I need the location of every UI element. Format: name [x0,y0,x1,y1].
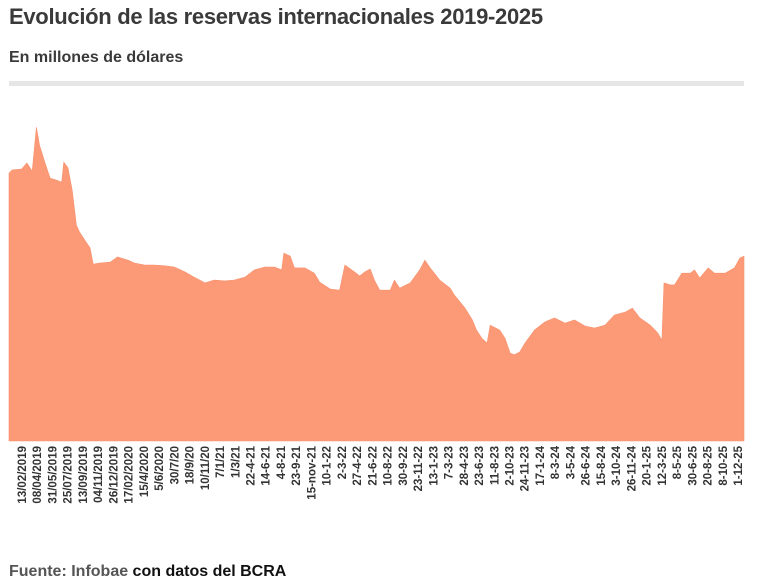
area-chart: 13/02/2019 08/04/2019 31/05/2019 25/07/2019… [8,127,745,504]
x-tick-label: 23-6-23 [474,446,486,486]
x-tick-label: 27-4-22 [352,446,364,486]
x-tick-label: 7/1/21 [215,445,227,478]
x-tick-label: 5/6/2020 [154,446,166,491]
x-tick-label: 4-8-21 [276,445,288,479]
x-tick-label: 30-6-25 [687,445,699,485]
x-tick-label: 30-9-22 [398,446,410,486]
x-tick-label: 26/12/2019 [108,446,120,504]
x-tick-label: 8-3-24 [550,445,562,479]
source-note: Fuente: Infobae con datos del BCRA [9,563,286,581]
x-tick-label: 21-6-22 [367,446,379,486]
x-tick-label: 25/07/2019 [63,446,75,504]
x-tick-label: 7-3-23 [444,446,456,479]
x-tick-label: 2-10-23 [505,446,517,486]
reserves-area [8,127,745,442]
x-tick-label: 08/04/2019 [32,446,44,504]
chart-title: Evolución de las reservas internacionale… [9,4,543,29]
x-tick-label: 11-8-23 [489,446,501,485]
x-tick-label: 15-nov-21 [306,445,318,499]
x-tick-label: 23-11-22 [413,446,425,491]
x-tick-label: 04/11/2019 [93,446,105,503]
x-tick-label: 28-4-23 [459,446,471,486]
x-tick-label: 13/02/2019 [17,446,29,504]
x-tick-label: 24-11-23 [520,446,532,491]
x-tick-label: 22-4-21 [246,445,258,485]
x-tick-label: 12-3-25 [657,445,669,485]
source-suffix: con datos del BCRA [128,563,287,580]
x-tick-label: 2-3-22 [337,446,349,479]
x-tick-label: 10-1-22 [322,446,334,486]
x-tick-label: 3-10-24 [611,445,623,485]
x-tick-label: 15/4/2020 [139,446,151,497]
x-tick-label: 26-11-24 [626,445,638,491]
x-tick-label: 13-1-23 [428,446,440,486]
x-tick-label: 3-5-24 [565,445,577,479]
x-tick-label: 13/09/2019 [78,446,90,504]
header-divider [9,81,744,86]
x-tick-label: 1-12-25 [733,445,745,485]
x-tick-label: 14-6-21 [261,445,273,485]
x-tick-label: 20-8-25 [703,445,715,485]
chart-subtitle: En millones de dólares [9,49,184,66]
x-tick-label: 15-8-24 [596,445,608,485]
x-tick-label: 31/05/2019 [48,446,60,504]
x-tick-label: 17-1-24 [535,445,547,485]
x-tick-label: 18/9/20 [185,446,197,484]
x-tick-label: 1/3/21 [230,445,242,478]
x-tick-label: 8-5-25 [672,445,684,479]
x-tick-label: 8-10-25 [718,445,730,485]
x-axis-tick-labels: 13/02/2019 08/04/2019 31/05/2019 25/07/2019… [17,445,745,503]
x-tick-label: 30/7/20 [169,446,181,484]
x-tick-label: 10-8-22 [383,446,395,486]
x-tick-label: 20-1-25 [642,445,654,485]
x-tick-label: 17/02/2020 [124,446,136,504]
x-tick-label: 23-9-21 [291,445,303,485]
x-tick-label: 26-6-24 [581,445,593,485]
x-tick-label: 10/11/20 [200,446,212,490]
source-prefix: Fuente: Infobae [9,563,129,580]
